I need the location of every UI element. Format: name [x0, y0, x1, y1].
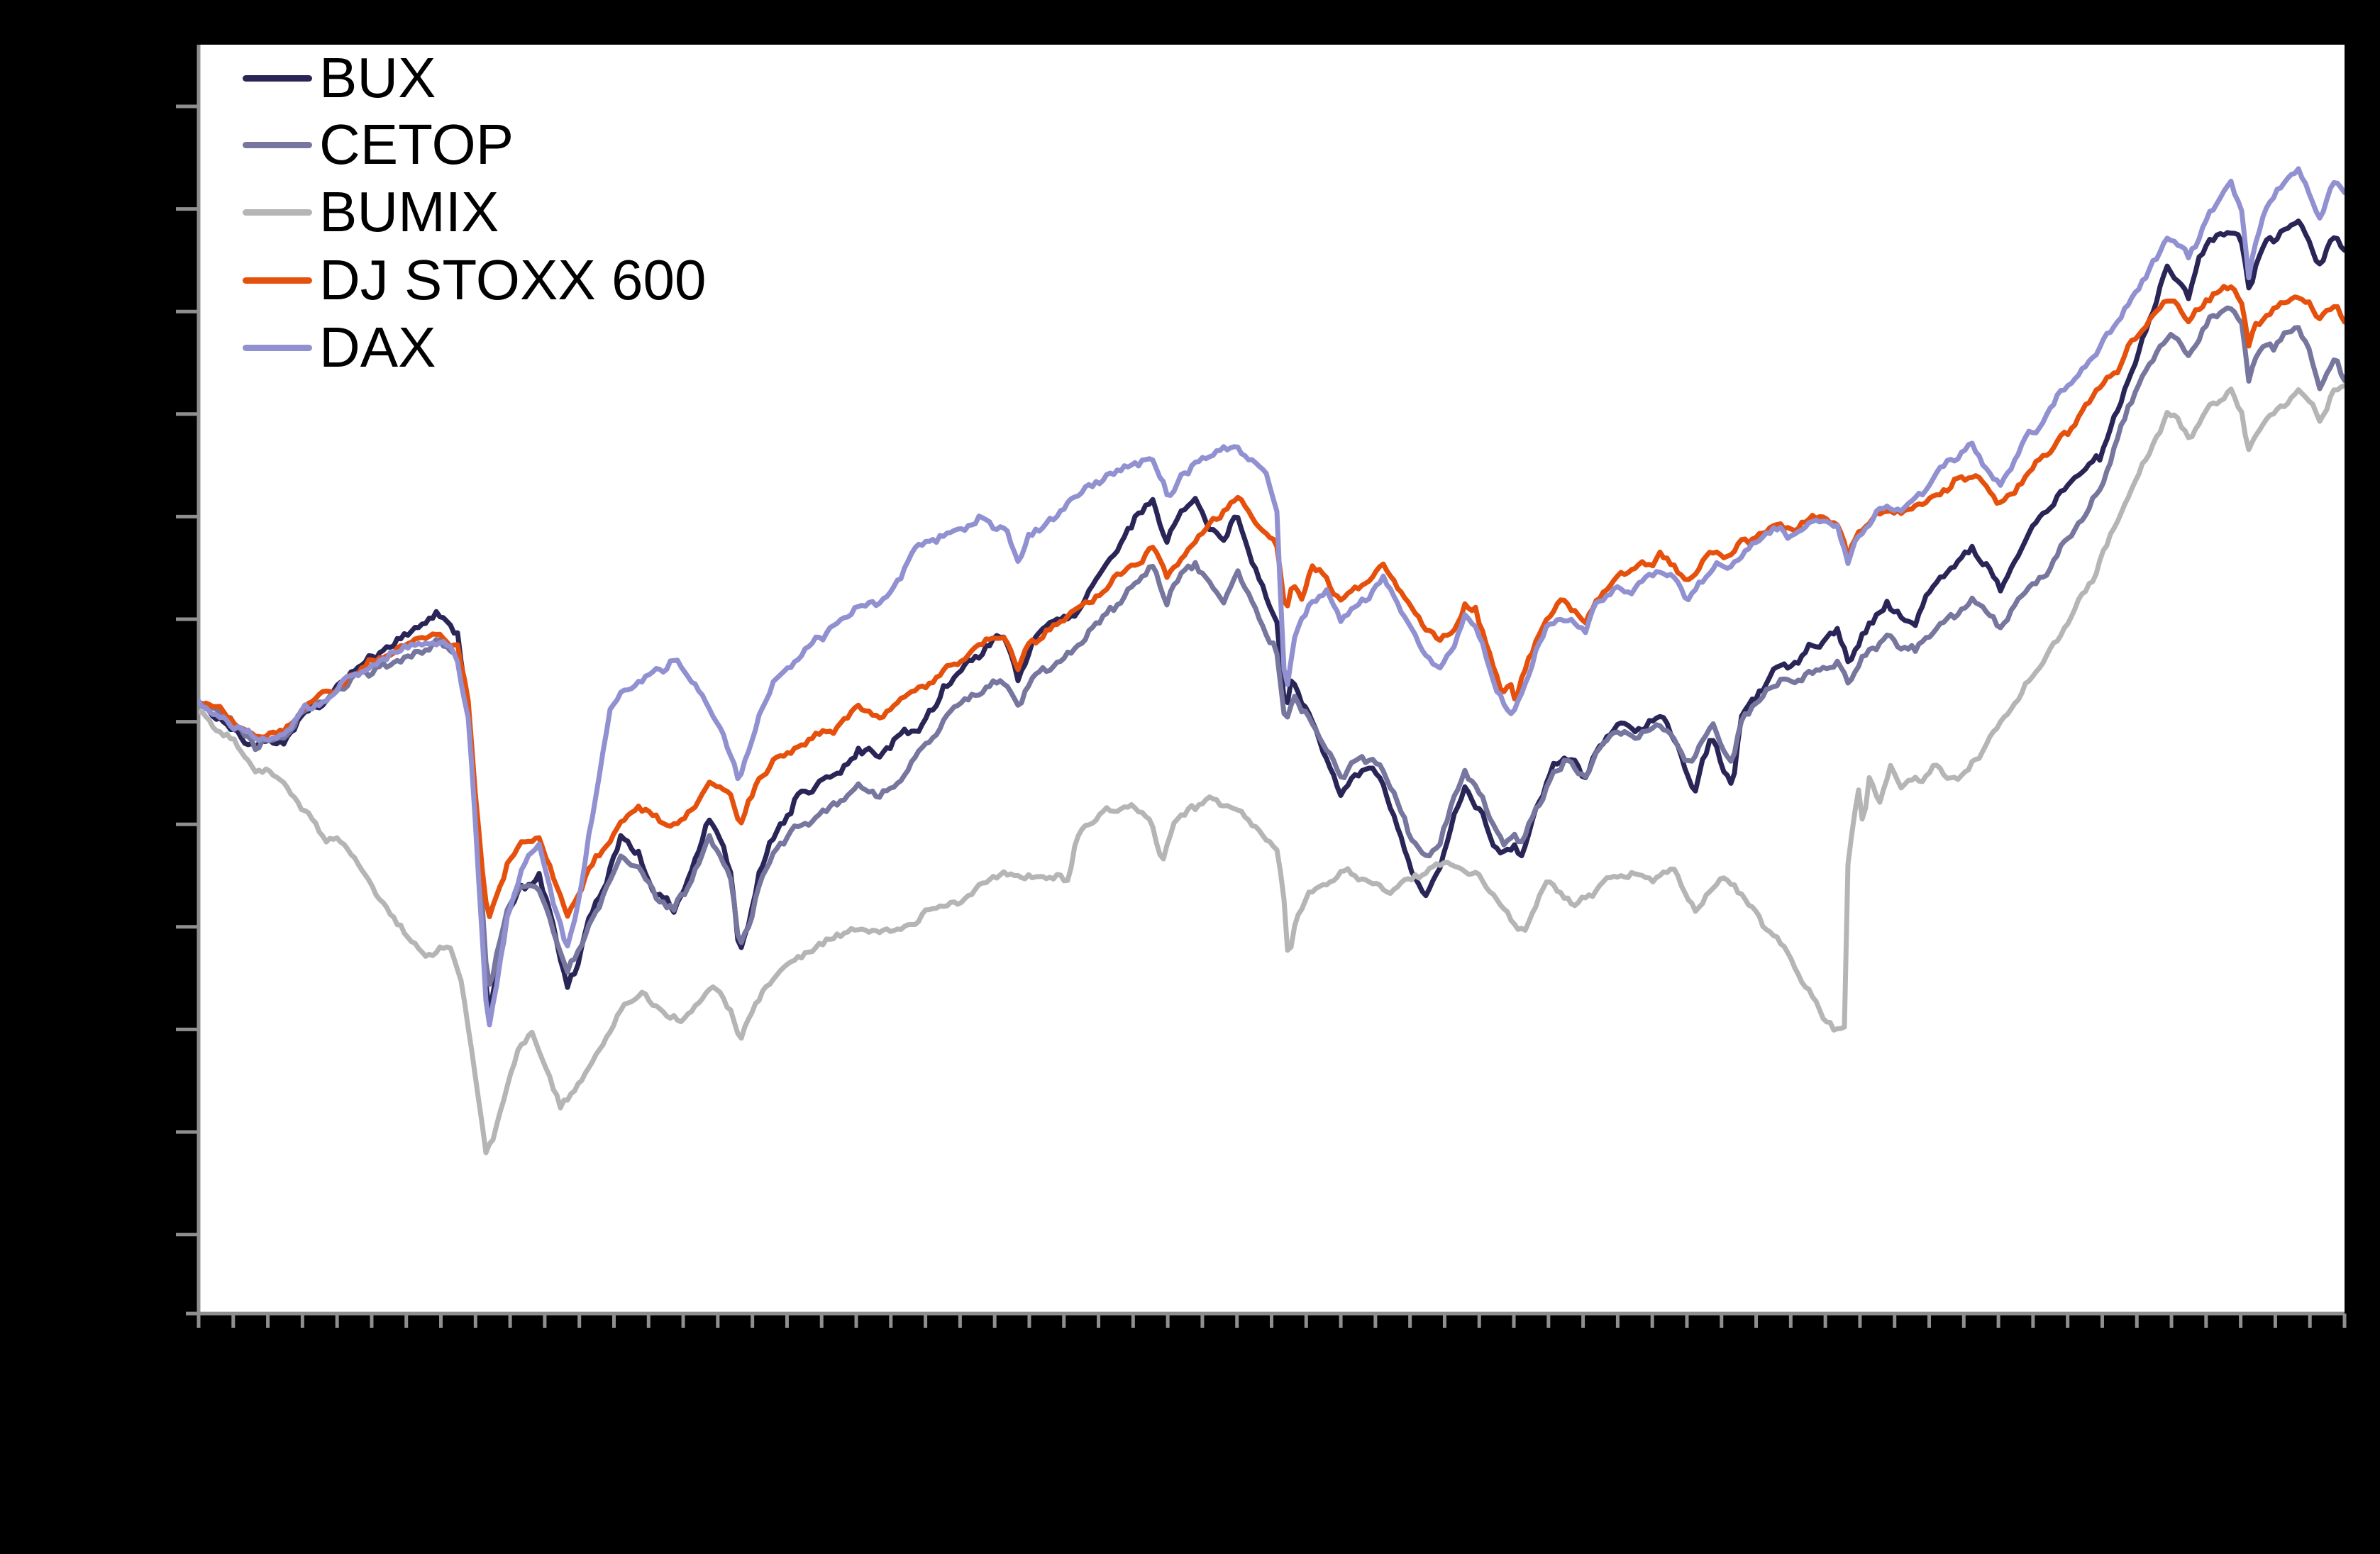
axes: [176, 45, 2347, 1328]
dj-stoxx-600-line-swatch-icon: [243, 277, 312, 284]
cetop-line-swatch-icon: [243, 141, 312, 148]
bux-line-swatch-icon: [243, 74, 312, 82]
legend-item-cetop: CETOP: [243, 111, 514, 179]
legend-label-cetop: CETOP: [319, 113, 514, 176]
legend-item-bumix: BUMIX: [243, 178, 499, 246]
legend-item-bux: BUX: [243, 44, 436, 112]
series-lines: [199, 166, 2345, 1155]
legend-label-bumix: BUMIX: [319, 180, 499, 243]
series-line-dax: [199, 166, 2345, 1028]
legend-label-bux: BUX: [319, 46, 436, 109]
series-line-dj-stoxx-600: [199, 284, 2345, 919]
bumix-line-swatch-icon: [243, 209, 312, 216]
series-line-bux: [199, 218, 2345, 1016]
dax-line-swatch-icon: [243, 344, 312, 351]
legend-label-dax: DAX: [319, 316, 436, 379]
series-line-bumix: [199, 383, 2345, 1155]
legend-label-dj-stoxx-600: DJ STOXX 600: [319, 248, 707, 311]
legend-item-dax: DAX: [243, 313, 436, 382]
legend-item-dj-stoxx-600: DJ STOXX 600: [243, 246, 706, 314]
series-line-cetop: [199, 305, 2345, 987]
